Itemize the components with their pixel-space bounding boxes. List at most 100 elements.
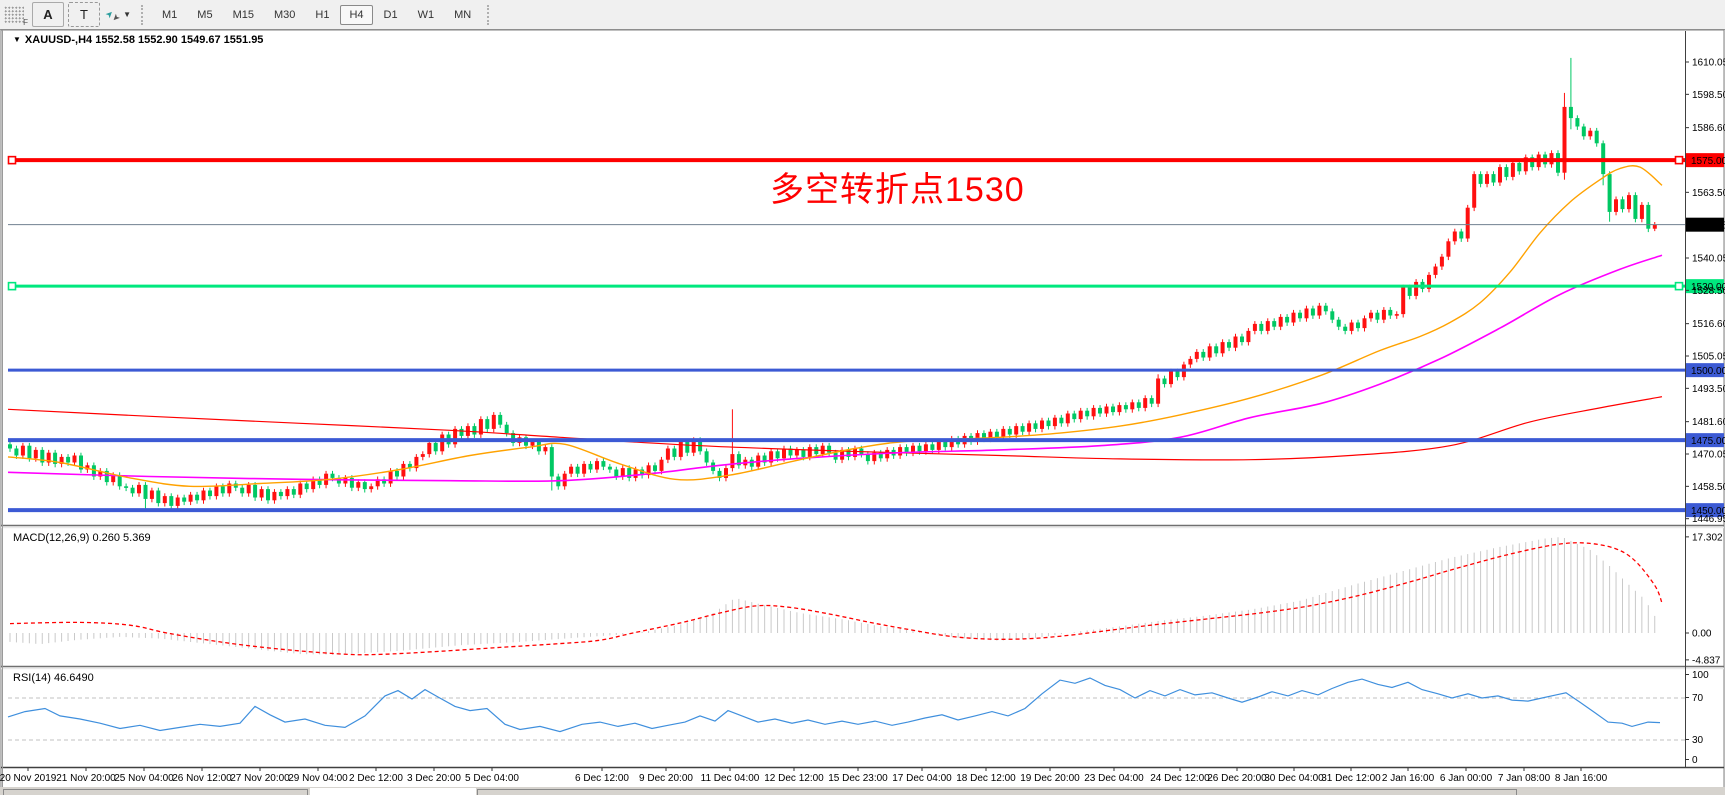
timeframe-H1[interactable]: H1	[315, 8, 330, 21]
time-tick-label: 12 Dec 12:00	[764, 773, 824, 784]
svg-text:1450.00: 1450.00	[1691, 506, 1725, 517]
chart-symbol-title: ▼ XAUUSD-,H4 1552.58 1552.90 1549.67 1551…	[13, 34, 263, 46]
price-tick-label: 1446.95	[1692, 514, 1725, 525]
time-tick-label: 8 Jan 16:00	[1555, 773, 1608, 784]
time-tick-label: 26 Dec 20:00	[1207, 773, 1267, 784]
price-tick-label: 1610.05	[1692, 58, 1725, 69]
status-segment	[3, 789, 308, 795]
macd-pane: 17.302 0.00 -4.837	[9, 532, 1723, 666]
ma-red-long	[7, 396, 1663, 461]
toolbar-grip-icon: F	[4, 6, 28, 27]
price-tick-label: 1540.05	[1692, 254, 1725, 265]
price-tick-label: 1481.60	[1692, 417, 1725, 428]
timeframe-M15[interactable]: M15	[232, 8, 254, 21]
text-label-tool-glyph: A	[43, 7, 53, 22]
time-tick-label: 3 Dec 20:00	[407, 773, 461, 784]
price-tick-label: 1470.05	[1692, 450, 1725, 461]
chart-window-frame	[0, 29, 1725, 795]
rsi-tick-label: 30	[1692, 735, 1704, 746]
price-tick-label: 1598.50	[1692, 90, 1725, 101]
toolbar-separator	[487, 4, 492, 25]
rsi-indicator-label: RSI(14) 46.6490	[13, 672, 94, 684]
macd-tick-label: 0.00	[1692, 629, 1712, 640]
ma-orange	[7, 165, 1663, 488]
hline-1575.00[interactable]: 1575.00	[7, 153, 1725, 168]
chart-annotation-text[interactable]: 多空转折点1530	[770, 171, 1025, 209]
time-tick-label: 2 Jan 16:00	[1382, 773, 1435, 784]
svg-text:1575.00: 1575.00	[1691, 156, 1725, 167]
timeframe-H4[interactable]: H4	[340, 4, 373, 25]
status-segment	[477, 789, 1517, 795]
time-tick-label: 30 Dec 04:00	[1264, 773, 1324, 784]
text-tool-button[interactable]: T	[68, 2, 100, 27]
time-tick-label: 18 Dec 12:00	[956, 773, 1016, 784]
hline-1500.00[interactable]: 1500.00	[8, 363, 1725, 378]
time-tick-label: 29 Nov 04:00	[288, 773, 348, 784]
time-tick-label: 11 Dec 04:00	[701, 773, 760, 784]
price-tick-label: 1516.60	[1692, 319, 1725, 330]
price-tick-label: 1493.50	[1692, 384, 1725, 395]
timeframe-W1[interactable]: W1	[417, 8, 435, 21]
time-tick-label: 25 Nov 04:00	[114, 773, 174, 784]
symbol-dropdown-icon[interactable]: ▼	[13, 35, 21, 44]
macd-signal-line	[9, 542, 1663, 656]
time-tick-label: 6 Jan 00:00	[1440, 773, 1493, 784]
time-tick-label: 7 Jan 08:00	[1498, 773, 1551, 784]
price-tick-label: 1586.60	[1692, 123, 1725, 134]
current-price-marker: 1551.95	[8, 217, 1725, 232]
macd-indicator-label: MACD(12,26,9) 0.260 5.369	[13, 532, 151, 544]
macd-tick-label: -4.837	[1692, 655, 1721, 666]
text-label-tool-button[interactable]: A	[32, 2, 64, 27]
time-tick-label: 27 Nov 20:00	[230, 773, 290, 784]
timeframe-M30[interactable]: M30	[273, 8, 296, 21]
status-segment-blank	[310, 788, 476, 795]
hline-1530.00[interactable]: 1530.00	[7, 279, 1725, 294]
time-tick-label: 20 Nov 2019	[0, 773, 57, 784]
time-tick-label: 9 Dec 20:00	[639, 773, 693, 784]
time-tick-label: 26 Nov 12:00	[172, 773, 232, 784]
time-tick-label: 24 Dec 12:00	[1150, 773, 1210, 784]
price-tick-label: 1458.50	[1692, 482, 1725, 493]
ma-magenta	[7, 254, 1663, 483]
grip-f-label: F	[23, 18, 28, 27]
time-tick-label: 17 Dec 04:00	[892, 773, 952, 784]
rsi-tick-label: 70	[1692, 693, 1704, 704]
timeframe-M5[interactable]: M5	[197, 8, 213, 21]
price-tick-label: 1505.05	[1692, 352, 1725, 363]
time-tick-label: 2 Dec 12:00	[349, 773, 403, 784]
symbol-ohlc-text: XAUUSD-,H4 1552.58 1552.90 1549.67 1551.…	[24, 34, 264, 46]
svg-text:1500.00: 1500.00	[1691, 366, 1725, 377]
time-tick-label: 19 Dec 20:00	[1020, 773, 1080, 784]
hline-1450.00[interactable]: 1450.00	[8, 503, 1725, 518]
price-tick-label: 1528.50	[1692, 286, 1725, 297]
hline-1475.00[interactable]: 1475.00	[8, 433, 1725, 448]
svg-text:1530.00: 1530.00	[1691, 282, 1725, 293]
svg-text:1551.95: 1551.95	[1691, 221, 1725, 232]
time-tick-label: 15 Dec 23:00	[828, 773, 888, 784]
rsi-pane: 100 70 30 0	[7, 670, 1709, 766]
timeframe-MN[interactable]: MN	[454, 8, 472, 21]
time-tick-label: 6 Dec 12:00	[575, 773, 629, 784]
toolbar: F A T ➤ ➤ ▼ M1 M5 M15 M30 H1 H4 D1 W1 MN	[0, 0, 1725, 30]
dropdown-caret-icon[interactable]: ▼	[123, 10, 132, 19]
cursor-mode-button[interactable]: ➤ ➤ ▼	[103, 7, 132, 24]
price-axis[interactable]: 1610.05 1598.50 1586.60 1563.50 1540.05 1528.…	[1685, 58, 1725, 526]
time-tick-label: 21 Nov 20:00	[56, 773, 116, 784]
price-tick-label: 1563.50	[1692, 188, 1725, 199]
time-tick-label: 5 Dec 04:00	[465, 773, 519, 784]
timeframe-M1[interactable]: M1	[162, 8, 178, 21]
timeframe-D1[interactable]: D1	[383, 8, 398, 21]
time-tick-label: 31 Dec 12:00	[1321, 773, 1381, 784]
rsi-line	[7, 677, 1661, 733]
text-tool-glyph: T	[80, 7, 88, 22]
rsi-tick-label: 0	[1692, 755, 1698, 766]
rsi-tick-label: 100	[1692, 670, 1709, 681]
svg-text:1475.00: 1475.00	[1691, 436, 1725, 447]
macd-tick-label: 17.302	[1692, 532, 1723, 543]
timeframe-bar: M1 M5 M15 M30 H1 H4 D1 W1 MN	[152, 4, 481, 25]
status-strip	[0, 787, 1725, 795]
toolbar-separator	[141, 4, 146, 25]
